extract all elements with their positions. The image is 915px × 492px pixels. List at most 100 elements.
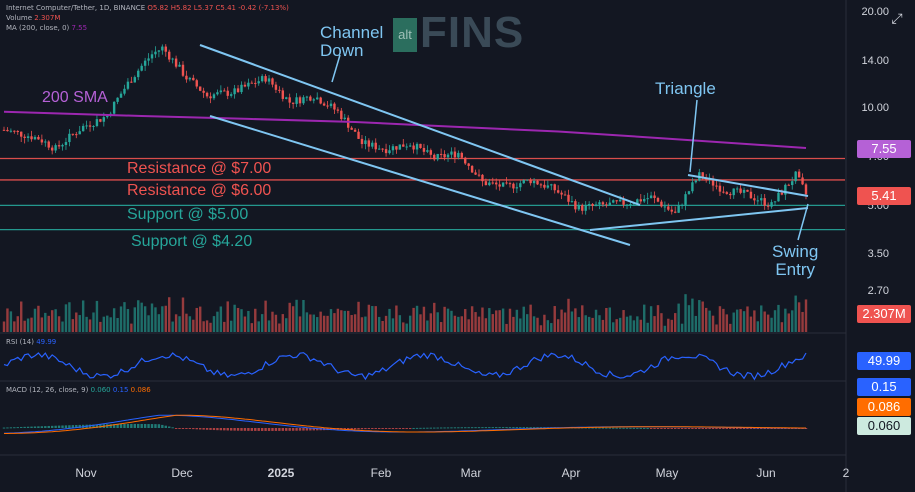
candle-body (326, 105, 329, 107)
volume-bar (143, 306, 147, 332)
candle-body (484, 181, 488, 186)
candle-body (13, 130, 16, 132)
x-tick-label: Feb (370, 466, 392, 480)
volume-bar (264, 300, 267, 332)
candle-body (429, 150, 433, 155)
volume-bar (243, 316, 247, 332)
ma-legend: MA (200, close, 0) 7.55 (6, 24, 87, 32)
macd-histogram-bar (673, 428, 677, 429)
macd-histogram-bar (495, 427, 498, 429)
candle-body (157, 50, 161, 52)
volume-bar (801, 311, 804, 332)
candle-body (763, 198, 766, 206)
candle-body (587, 203, 591, 206)
volume-bar (649, 306, 653, 332)
candle-body (725, 192, 729, 194)
volume-bar (95, 300, 99, 332)
volume-bar (667, 318, 670, 332)
volume-bar (512, 316, 515, 332)
expand-icon[interactable]: ⤢ (891, 10, 903, 26)
volume-bar (587, 316, 591, 332)
macd-histogram-bar (474, 427, 477, 429)
macd-histogram-bar (777, 428, 780, 429)
candle-body (553, 184, 556, 191)
volume-value: 2.307M (34, 14, 61, 22)
volume-bar (140, 302, 143, 332)
volume-bar (236, 307, 240, 332)
volume-bar (725, 314, 729, 332)
macd-histogram-bar (192, 428, 195, 430)
macd-histogram-bar (202, 428, 205, 430)
macd-histogram-bar (532, 427, 536, 429)
volume-bar (601, 319, 605, 332)
macd-histogram-bar (615, 427, 618, 429)
volume-bar (470, 306, 474, 332)
candle-body (126, 81, 130, 89)
volume-bar (567, 298, 570, 332)
candle-body (116, 97, 119, 102)
volume-bar (133, 307, 137, 332)
candle-body (333, 103, 336, 110)
macd-histogram-bar (643, 427, 646, 429)
macd-histogram-bar (391, 428, 395, 429)
macd-histogram-bar (126, 423, 130, 428)
candle-body (267, 78, 271, 82)
macd-histogram-bar (450, 427, 453, 429)
volume-bar (6, 308, 9, 332)
candle-body (715, 185, 718, 187)
ma-label: MA (200, close, 0) (6, 24, 70, 32)
macd-histogram-bar (353, 428, 357, 430)
candle-body (622, 199, 625, 205)
rsi-legend: RSI (14) 49.99 (6, 338, 56, 346)
candle-body (178, 64, 181, 67)
candle-body (171, 58, 174, 60)
volume-bar (109, 317, 112, 332)
volume-bar (515, 309, 519, 332)
candle-body (302, 97, 305, 104)
macd-histogram-bar (40, 426, 44, 428)
macd-histogram-bar (123, 423, 126, 428)
candle-body (546, 185, 550, 188)
candle-body (591, 203, 594, 206)
macd-histogram-bar (608, 427, 612, 429)
candle-body (233, 88, 236, 95)
candle-body (112, 101, 116, 114)
candle-body (371, 142, 374, 147)
macd-histogram-bar (240, 428, 243, 431)
volume-bar (274, 314, 278, 332)
volume-bar (711, 315, 715, 332)
candle-body (663, 206, 667, 208)
volume-bar (305, 312, 309, 332)
candle-body (556, 190, 560, 193)
candle-body (33, 136, 37, 140)
candle-body (223, 90, 226, 92)
candle-body (787, 184, 790, 186)
candle-body (749, 191, 753, 199)
volume-bar (543, 314, 546, 332)
macd-histogram-bar (698, 428, 701, 429)
volume-bar (498, 310, 501, 332)
candle-body (605, 204, 608, 206)
volume-bar (174, 314, 178, 332)
volume-bar (78, 315, 81, 332)
volume-bar (591, 317, 594, 332)
volume-bar (522, 306, 525, 332)
x-tick-label: Mar (460, 466, 482, 480)
macd-histogram-bar (188, 428, 192, 429)
candle-body (226, 90, 229, 96)
macd-histogram-bar (226, 428, 229, 431)
volume-bar (760, 305, 763, 332)
volume-bar (350, 315, 353, 332)
macd-histogram-bar (374, 428, 377, 429)
macd-histogram-bar (746, 428, 749, 429)
candle-body (766, 205, 770, 207)
volume-bar (742, 311, 746, 332)
macd-histogram-bar (316, 428, 319, 431)
candle-body (760, 198, 763, 201)
candle-body (488, 182, 491, 186)
macd-histogram-bar (54, 425, 57, 428)
volume-bar (729, 323, 732, 332)
volume-bar (312, 314, 315, 332)
